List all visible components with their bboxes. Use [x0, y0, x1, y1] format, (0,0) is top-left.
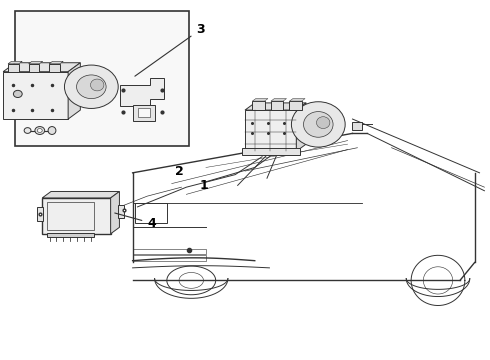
Polygon shape: [28, 61, 43, 64]
Ellipse shape: [24, 128, 31, 134]
Bar: [245, 110, 296, 151]
Ellipse shape: [317, 117, 330, 129]
Bar: [135, 203, 167, 223]
Bar: [42, 198, 111, 234]
Bar: [15, 12, 189, 146]
Bar: [49, 64, 60, 72]
Ellipse shape: [76, 75, 106, 99]
Text: 1: 1: [199, 179, 208, 192]
Polygon shape: [68, 63, 80, 119]
Polygon shape: [111, 192, 120, 234]
Ellipse shape: [37, 129, 42, 132]
Ellipse shape: [13, 90, 22, 98]
Polygon shape: [121, 78, 164, 107]
Polygon shape: [8, 61, 22, 64]
Text: 3: 3: [135, 23, 205, 76]
Polygon shape: [42, 192, 120, 198]
Bar: [352, 122, 362, 130]
Text: 4: 4: [115, 213, 156, 230]
Bar: [47, 233, 94, 237]
Bar: [271, 101, 283, 110]
Bar: [242, 148, 300, 155]
Ellipse shape: [303, 112, 333, 137]
Bar: [133, 255, 206, 261]
Polygon shape: [3, 63, 80, 72]
Bar: [8, 64, 19, 72]
Bar: [138, 108, 150, 117]
Bar: [47, 202, 94, 230]
Polygon shape: [296, 103, 306, 151]
Ellipse shape: [292, 102, 345, 147]
Polygon shape: [271, 99, 287, 101]
Bar: [133, 105, 155, 121]
Ellipse shape: [48, 127, 56, 134]
Ellipse shape: [35, 127, 45, 134]
Polygon shape: [252, 99, 268, 101]
Bar: [3, 72, 68, 119]
Ellipse shape: [91, 79, 104, 91]
Ellipse shape: [65, 65, 118, 108]
Text: 2: 2: [174, 165, 183, 177]
Polygon shape: [245, 103, 306, 110]
Polygon shape: [290, 99, 305, 101]
Bar: [28, 64, 39, 72]
Bar: [252, 101, 265, 110]
Bar: [37, 207, 43, 221]
Polygon shape: [49, 61, 63, 64]
Bar: [118, 205, 124, 218]
Bar: [133, 249, 206, 253]
Bar: [290, 101, 302, 110]
